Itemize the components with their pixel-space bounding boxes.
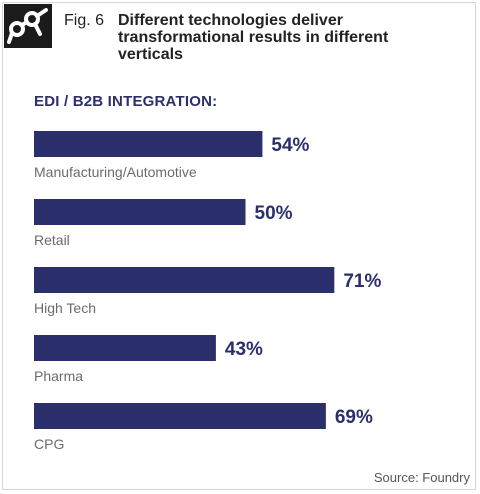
value-label-4: 69% bbox=[335, 407, 373, 428]
source-note: Source: Foundry bbox=[373, 470, 470, 485]
value-label-2: 71% bbox=[343, 271, 381, 292]
chart-title: Different technologies deliver transform… bbox=[118, 12, 389, 63]
bar-2 bbox=[34, 267, 335, 293]
logo bbox=[4, 4, 52, 48]
section-heading: EDI / B2B INTEGRATION: bbox=[34, 93, 218, 110]
bar-4 bbox=[34, 403, 326, 429]
bar-1 bbox=[34, 199, 246, 225]
category-label-3: Pharma bbox=[34, 368, 83, 384]
category-label-1: Retail bbox=[34, 232, 70, 248]
chain-link-icon bbox=[7, 8, 48, 44]
bar-0 bbox=[34, 131, 263, 157]
category-label-2: High Tech bbox=[34, 300, 96, 316]
figure-frame bbox=[2, 2, 476, 490]
value-label-1: 50% bbox=[255, 203, 293, 224]
category-label-4: CPG bbox=[34, 436, 64, 452]
bar-3 bbox=[34, 335, 216, 361]
value-label-3: 43% bbox=[225, 339, 263, 360]
category-label-0: Manufacturing/Automotive bbox=[34, 164, 197, 180]
figure-label: Fig. 6 bbox=[64, 12, 105, 29]
value-label-0: 54% bbox=[271, 135, 309, 156]
